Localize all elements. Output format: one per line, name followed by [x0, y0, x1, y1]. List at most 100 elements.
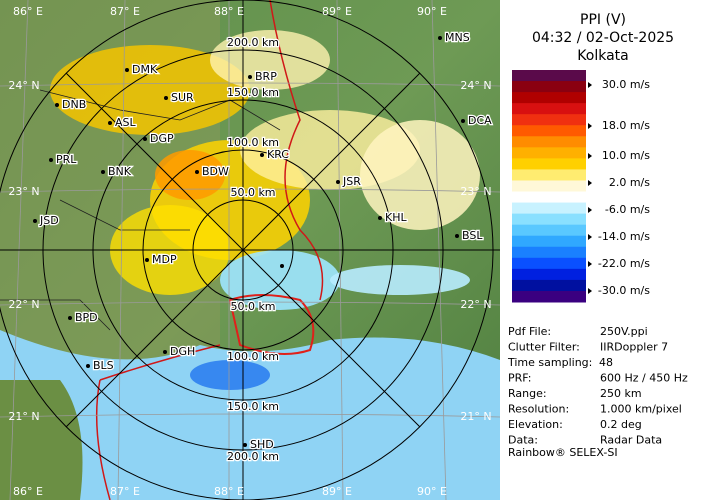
city-label: ASL: [115, 116, 137, 129]
info-value: IIRDoppler 7: [600, 341, 668, 354]
city-dot: [248, 75, 252, 79]
city-dot: [164, 96, 168, 100]
info-value: 48: [599, 356, 613, 369]
lon-label: 89° E: [322, 485, 352, 498]
legend-label: -22.0 m/s: [598, 257, 650, 270]
city-dot: [68, 316, 72, 320]
city-label: MDP: [152, 253, 177, 266]
city-dot: [378, 216, 382, 220]
city-label: BRP: [255, 70, 277, 83]
lat-label: 21° N: [8, 410, 39, 423]
range-label: 50.0 km: [230, 300, 275, 313]
range-label: 200.0 km: [227, 36, 279, 49]
legend-label: -6.0 m/s: [605, 203, 650, 216]
city-dot: [49, 158, 53, 162]
range-label: 150.0 km: [227, 400, 279, 413]
city-label: JSD: [39, 214, 59, 227]
header-text: Kolkata: [577, 48, 628, 64]
legend-swatch: [512, 169, 586, 181]
city-dot: [143, 137, 147, 141]
city-dot: [55, 103, 59, 107]
city-dot: [125, 68, 129, 72]
lat-label: 24° N: [8, 79, 39, 92]
info-value: Radar Data: [600, 434, 662, 447]
city-dot: [163, 350, 167, 354]
lon-label: 88° E: [214, 5, 244, 18]
city-dot: [101, 170, 105, 174]
legend-swatch: [512, 224, 586, 237]
legend-swatch: [512, 213, 586, 226]
radar-site: [280, 264, 284, 268]
city-label: BSL: [462, 229, 483, 242]
legend-swatch: [512, 103, 586, 115]
city-dot: [108, 121, 112, 125]
city-dot: [461, 119, 465, 123]
range-label: 50.0 km: [230, 186, 275, 199]
range-label: 100.0 km: [227, 136, 279, 149]
legend-swatch: [512, 235, 586, 248]
city-dot: [243, 443, 247, 447]
legend-swatch: [512, 180, 586, 193]
city-label: BPD: [75, 311, 98, 324]
legend-label: 30.0 m/s: [602, 78, 650, 91]
legend-pointer: [588, 207, 592, 213]
header-text: PPI (V): [580, 12, 626, 28]
city-label: DCA: [468, 114, 492, 127]
city-label: BNK: [108, 165, 132, 178]
info-key: Elevation:: [508, 418, 563, 431]
legend-pointer: [588, 123, 592, 129]
legend-swatch: [512, 136, 586, 148]
lat-label: 23° N: [8, 185, 39, 198]
info-key: Pdf File:: [508, 325, 551, 338]
info-key: Time sampling:: [507, 356, 592, 369]
legend-label: 2.0 m/s: [609, 176, 650, 189]
legend-swatch: [512, 147, 586, 159]
lat-label: 22° N: [460, 298, 491, 311]
city-dot: [86, 364, 90, 368]
header-text: 04:32 / 02-Oct-2025: [532, 30, 674, 46]
info-key: Clutter Filter:: [508, 341, 580, 354]
map: [0, 0, 500, 500]
legend-swatch: [512, 257, 586, 270]
legend-swatch: [512, 290, 586, 303]
lon-label: 87° E: [110, 485, 140, 498]
lon-label: 89° E: [322, 5, 352, 18]
lat-label: 22° N: [8, 298, 39, 311]
legend-swatch: [512, 92, 586, 104]
legend-label: 10.0 m/s: [602, 149, 650, 162]
legend-label: 18.0 m/s: [602, 119, 650, 132]
legend-pointer: [588, 288, 592, 294]
legend-label: -30.0 m/s: [598, 284, 650, 297]
lat-label: 23° N: [460, 185, 491, 198]
info-value: 250V.ppi: [600, 325, 648, 338]
legend-swatch: [512, 81, 586, 93]
lat-label: 21° N: [460, 410, 491, 423]
info-key: PRF:: [508, 372, 531, 385]
city-dot: [438, 36, 442, 40]
city-label: MNS: [445, 31, 470, 44]
city-dot: [336, 180, 340, 184]
city-label: SHD: [250, 438, 274, 451]
city-label: DGH: [170, 345, 195, 358]
legend-swatch: [512, 202, 586, 215]
legend-swatch: [512, 70, 586, 82]
legend-pointer: [588, 82, 592, 88]
city-label: JSR: [342, 175, 361, 188]
info-key: Resolution:: [508, 403, 569, 416]
range-label: 150.0 km: [227, 86, 279, 99]
info-value: 600 Hz / 450 Hz: [600, 372, 688, 385]
city-label: BDW: [202, 165, 229, 178]
range-label: 100.0 km: [227, 350, 279, 363]
city-dot: [33, 219, 37, 223]
legend-swatch: [512, 279, 586, 292]
info-value: 1.000 km/pixel: [600, 403, 682, 416]
city-label: BLS: [93, 359, 114, 372]
info-value: 250 km: [600, 387, 642, 400]
city-label: DGP: [150, 132, 174, 145]
legend-swatch: [512, 114, 586, 126]
legend-label: -14.0 m/s: [598, 230, 650, 243]
lon-label: 90° E: [417, 5, 447, 18]
legend-swatch: [512, 158, 586, 170]
info-key: Range:: [508, 387, 547, 400]
